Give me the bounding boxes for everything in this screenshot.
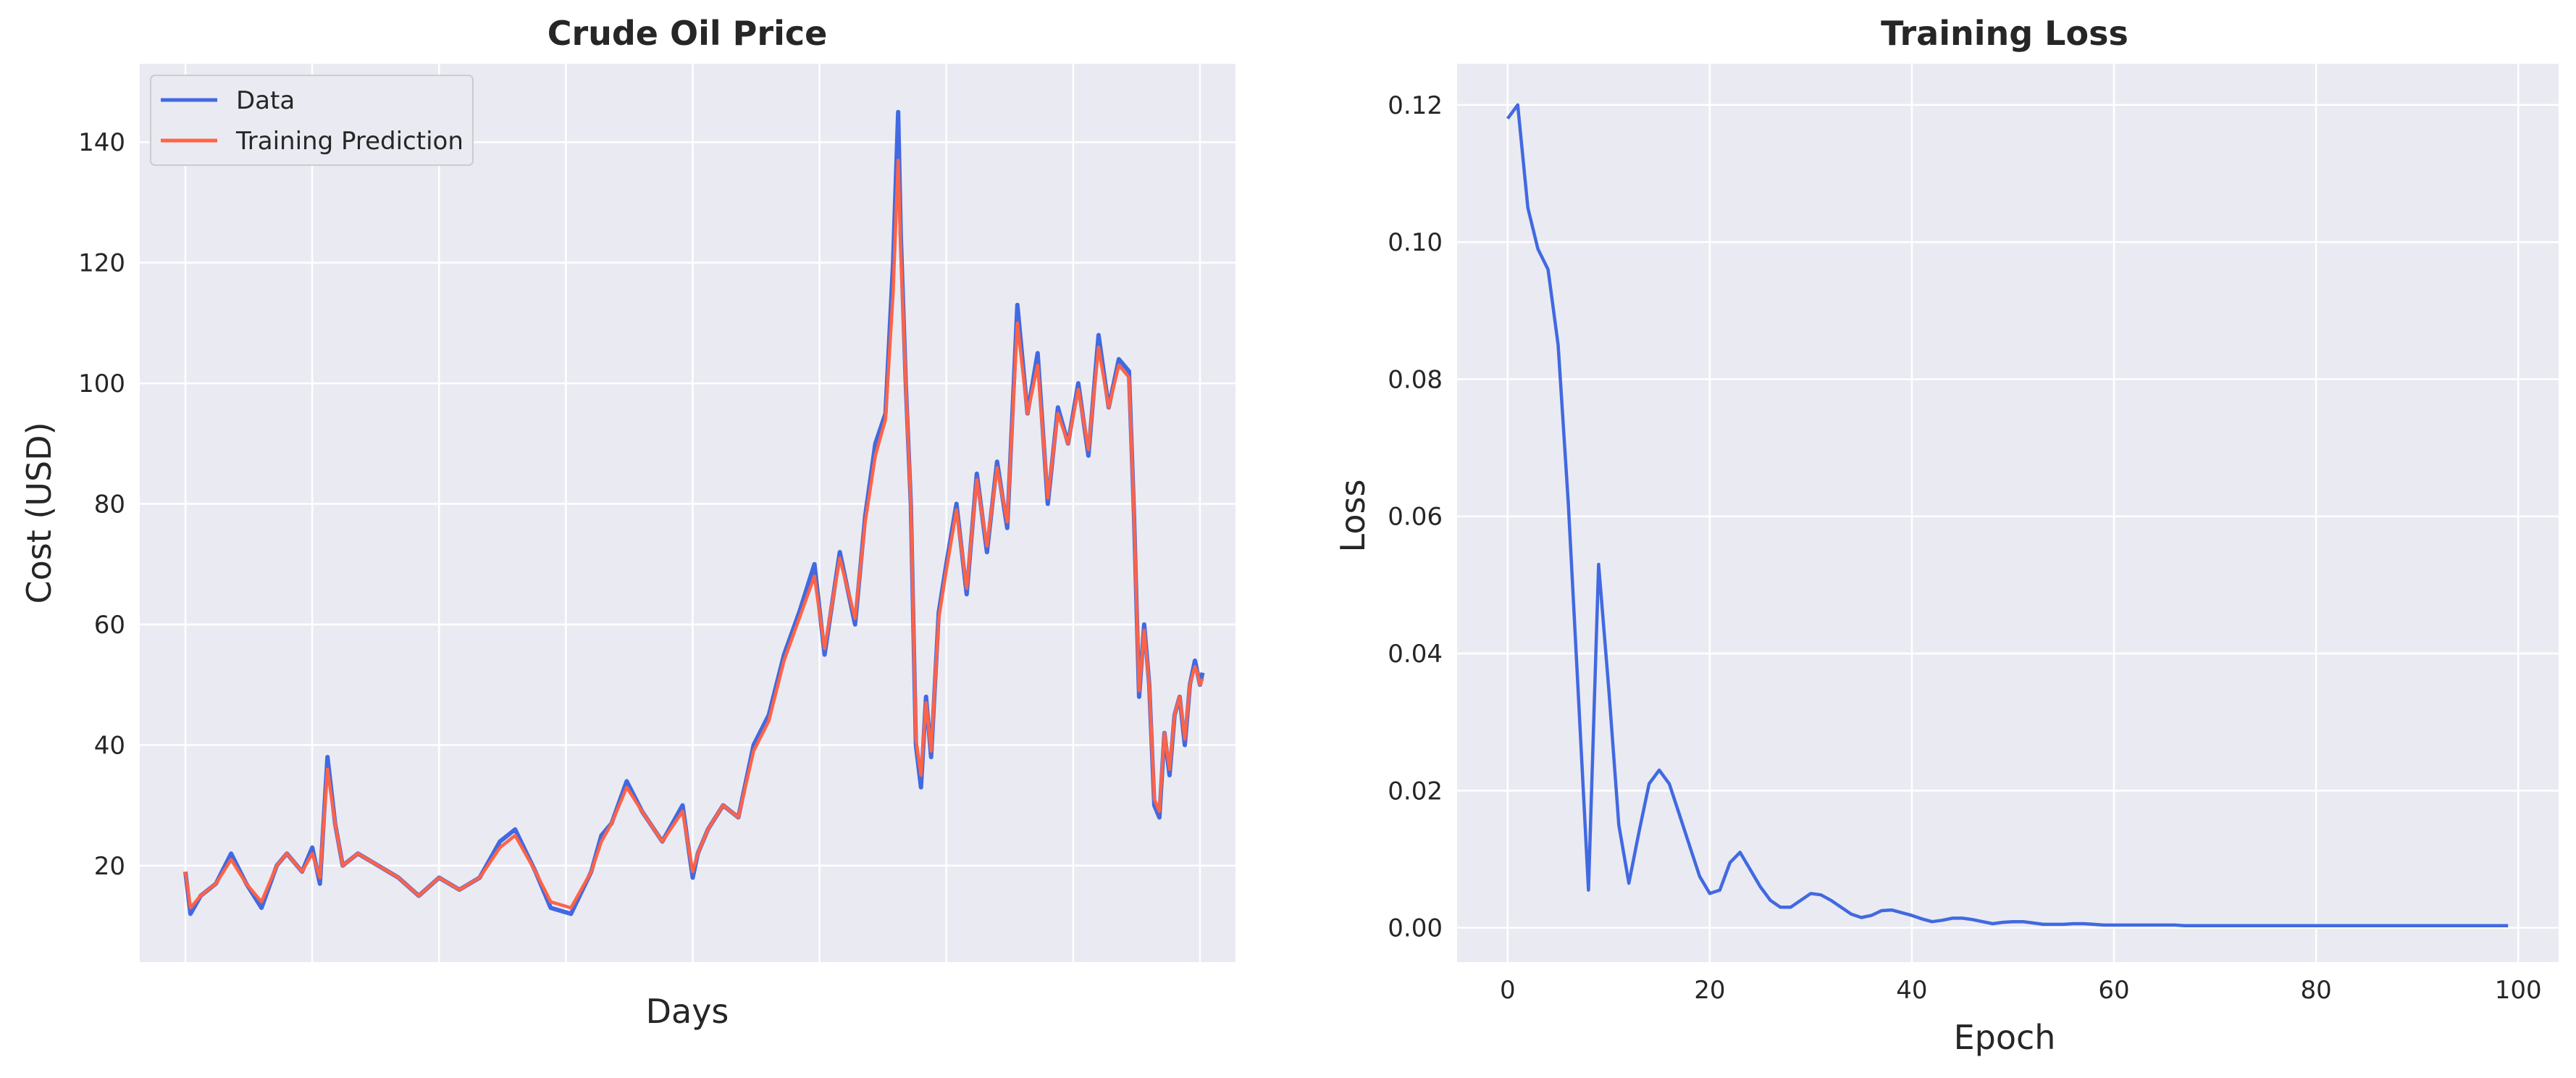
y-tick-label: 0.02 [1388,777,1443,806]
loss-y-axis-label: Loss [1333,480,1372,553]
loss-chart-title: Training Loss [1881,14,2128,53]
price-legend: Data Training Prediction [150,75,474,166]
y-tick-label: 60 [94,611,125,640]
training-prediction-series-line [183,158,1204,910]
y-tick-label: 0.04 [1388,640,1443,669]
y-tick-label: 0.08 [1388,365,1443,394]
y-tick-label: 140 [78,128,125,157]
price-series-lines [183,109,1205,916]
x-tick-label: 40 [1896,976,1927,1005]
y-tick-label: 80 [94,490,125,519]
y-tick-label: 0.12 [1388,91,1443,120]
loss-series-lines [1506,103,2509,928]
y-tick-label: 100 [78,369,125,398]
loss-chart: 0 20 40 60 80 100 0.00 0.02 0.04 0.06 0.08 0.10 0.1… [1333,14,2559,1057]
x-tick-label: 80 [2300,976,2331,1005]
y-tick-label: 0.00 [1388,914,1443,943]
loss-x-tick-labels: 0 20 40 60 80 100 [1500,976,2542,1005]
price-y-axis-label: Cost (USD) [20,422,59,603]
x-tick-label: 20 [1694,976,1725,1005]
y-tick-label: 120 [78,249,125,278]
x-tick-label: 60 [2098,976,2129,1005]
y-tick-label: 0.06 [1388,503,1443,532]
training-prediction-legend-label: Training Prediction [235,127,463,156]
price-chart: 20 40 60 80 100 120 140 Crude Oil Price Days C… [20,14,1235,1031]
price-x-axis-label: Days [646,992,729,1031]
loss-x-axis-label: Epoch [1954,1018,2056,1057]
data-legend-label: Data [236,86,295,115]
price-y-tick-labels: 20 40 60 80 100 120 140 [78,128,125,881]
loss-plot-area [1457,64,2559,962]
y-tick-label: 40 [94,731,125,760]
legend-box [150,75,474,166]
price-chart-title: Crude Oil Price [547,14,828,53]
y-tick-label: 20 [94,852,125,881]
y-tick-label: 0.10 [1388,228,1443,257]
loss-y-tick-labels: 0.00 0.02 0.04 0.06 0.08 0.10 0.12 [1388,91,1443,943]
loss-gridlines [1457,64,2559,962]
x-tick-label: 0 [1500,976,1516,1005]
loss-series-line [1506,103,2509,928]
price-gridlines [140,64,1235,962]
x-tick-label: 100 [2495,976,2542,1005]
